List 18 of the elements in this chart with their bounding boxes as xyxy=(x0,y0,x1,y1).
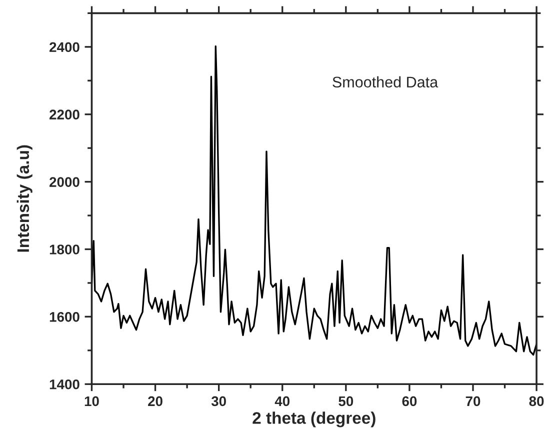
y-tick-label: 2000 xyxy=(50,177,80,187)
x-axis-title: 2 theta (degree) xyxy=(252,412,376,428)
annotation: Smoothed Data xyxy=(332,76,438,88)
y-tick-label: 2200 xyxy=(50,110,80,120)
line-series xyxy=(92,45,537,356)
x-tick-label: 60 xyxy=(402,396,417,406)
y-tick-label: 1800 xyxy=(50,244,80,254)
x-tick-label: 80 xyxy=(529,396,544,406)
y-axis-title: Intensity (a.u) xyxy=(16,145,32,252)
x-tick-label: 40 xyxy=(274,396,290,406)
x-tick-label: 50 xyxy=(338,396,354,406)
y-tick-label: 2400 xyxy=(50,42,80,52)
y-tick-label: 1400 xyxy=(50,379,80,390)
x-tick-label: 10 xyxy=(84,396,99,406)
y-tick-label: 1600 xyxy=(50,312,80,322)
x-tick-label: 70 xyxy=(466,396,480,406)
x-tick-label: 30 xyxy=(211,396,226,406)
x-tick-label: 20 xyxy=(148,396,162,406)
